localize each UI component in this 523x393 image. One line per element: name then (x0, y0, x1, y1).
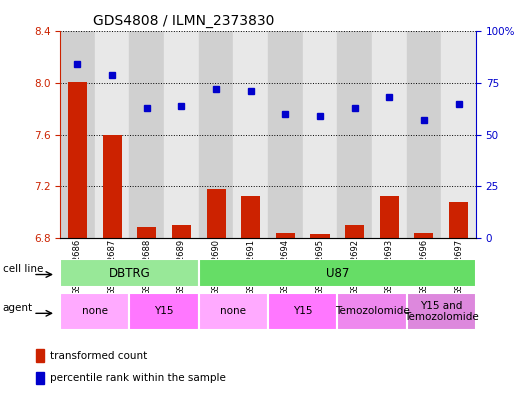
Text: Y15 and
Temozolomide: Y15 and Temozolomide (404, 301, 479, 322)
Text: Y15: Y15 (154, 307, 174, 316)
Bar (60, 31, 95, 238)
Bar (345, 225, 364, 238)
Bar (199, 293, 268, 330)
Bar (36, 372, 44, 384)
Bar (407, 31, 441, 238)
Text: GDS4808 / ILMN_2373830: GDS4808 / ILMN_2373830 (94, 14, 275, 28)
Text: none: none (220, 307, 246, 316)
Bar (380, 196, 399, 238)
Text: Temozolomide: Temozolomide (335, 307, 410, 316)
Bar (129, 31, 164, 238)
Bar (36, 349, 44, 362)
Text: percentile rank within the sample: percentile rank within the sample (50, 373, 225, 383)
Bar (311, 234, 329, 238)
Bar (268, 31, 303, 238)
Bar (172, 225, 191, 238)
Text: cell line: cell line (3, 264, 43, 274)
Bar (199, 31, 233, 238)
Bar (337, 31, 372, 238)
Bar (68, 82, 87, 238)
Bar (164, 31, 199, 238)
Bar (268, 293, 337, 330)
Bar (233, 31, 268, 238)
Text: agent: agent (3, 303, 33, 312)
Bar (199, 259, 476, 287)
Bar (95, 31, 129, 238)
Bar (103, 134, 122, 238)
Bar (441, 31, 476, 238)
Text: DBTRG: DBTRG (109, 266, 150, 280)
Bar (129, 293, 199, 330)
Text: Y15: Y15 (293, 307, 312, 316)
Text: transformed count: transformed count (50, 351, 147, 361)
Bar (303, 31, 337, 238)
Text: none: none (82, 307, 108, 316)
Bar (207, 189, 225, 238)
Bar (372, 31, 407, 238)
Bar (337, 293, 407, 330)
Text: U87: U87 (326, 266, 349, 280)
Bar (407, 293, 476, 330)
Bar (60, 293, 129, 330)
Bar (276, 233, 295, 238)
Bar (449, 202, 468, 238)
Bar (241, 196, 260, 238)
Bar (414, 233, 434, 238)
Bar (137, 228, 156, 238)
Bar (60, 259, 199, 287)
